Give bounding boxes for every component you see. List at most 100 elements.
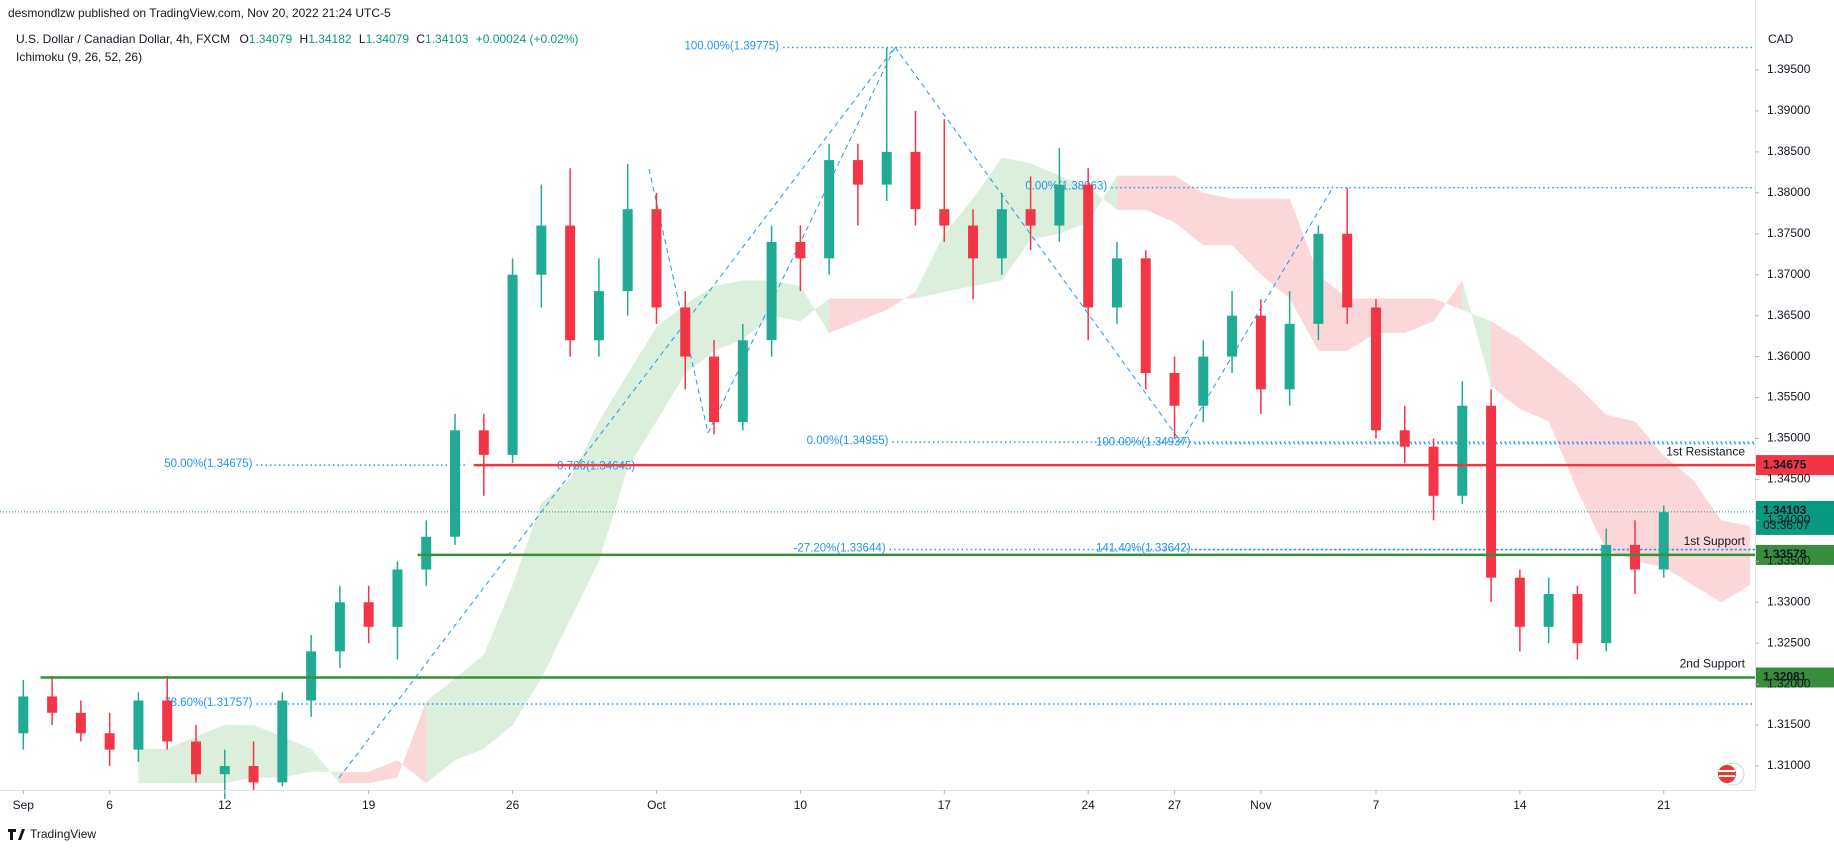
candle-body [939,209,950,226]
candle-body [651,209,662,308]
x-tick-label: 27 [1168,798,1182,812]
candle-body [162,700,173,742]
tv-logo [8,829,25,840]
cloud-segment [1232,198,1261,275]
candle-body [1658,512,1669,570]
cloud-segment [1519,339,1549,422]
candle-body [219,766,230,775]
cloud-segment [857,298,887,322]
y-tick-label: 1.32000 [1767,676,1811,690]
x-tick-label: 7 [1373,798,1380,812]
candle-body [709,356,720,423]
candle-body [277,700,288,783]
fib-trend-line [338,46,896,779]
ohlc-value: 1.34103 [425,32,469,46]
candle-body [1198,356,1209,406]
cloud-segment [1404,298,1434,333]
y-tick-label: 1.39500 [1767,62,1811,76]
candle-body [1572,594,1583,644]
ichimoku-cloud [138,157,1751,784]
candle-body [824,160,835,259]
candle-body [421,536,432,570]
cloud-segment [1203,192,1233,246]
flag-stripe [1719,770,1735,772]
candle-body [622,209,633,292]
y-tick-label: 1.36500 [1767,308,1811,322]
cloud-segment [397,701,427,784]
candle-body [392,569,403,627]
candle-body [1140,258,1151,373]
cloud-segment [1001,157,1031,281]
candle-body [1227,315,1238,357]
candle-body [536,225,547,275]
candle-body [133,700,144,750]
cloud-segment [1088,175,1117,223]
cloud-segment [195,725,225,784]
candle-body [478,430,489,455]
ohlc-value: 1.34079 [249,32,293,46]
candle-body [1457,405,1468,496]
candle-body [1601,544,1612,644]
current-price-label: 1.34103 [1763,503,1807,517]
cloud-segment [1721,520,1751,603]
candle-body [334,602,345,652]
cloud-segment [1289,198,1319,351]
x-tick-label: 12 [218,798,232,812]
candle-body [881,151,892,185]
x-tick-label: 24 [1081,798,1095,812]
candle-body [680,307,691,357]
cloud-segment [1433,280,1463,322]
x-tick-label: 21 [1657,798,1671,812]
currency-label: CAD [1768,32,1794,46]
candle-body [1169,372,1180,406]
y-tick-label: 1.36000 [1767,349,1811,363]
candle-body [795,241,806,259]
level-name: 1st Resistance [1666,444,1745,458]
cloud-segment [800,286,830,333]
candle-body [968,225,979,259]
fib-label: -27.20%(1.33644) [794,543,886,555]
candle-body [363,602,374,627]
x-tick-label: 6 [106,798,113,812]
x-tick-label: 17 [938,798,952,812]
candles [18,47,1669,799]
cloud-segment [138,748,168,784]
x-tick-label: 10 [794,798,808,812]
y-tick-label: 1.34000 [1767,513,1811,527]
y-tick-label: 1.33000 [1767,594,1811,608]
candle-body [593,291,604,341]
candle-body [1486,405,1497,578]
flag-icon [1718,762,1745,786]
candle-body [766,241,777,341]
level-tag [1756,667,1834,688]
x-tick-label: Oct [647,798,666,812]
cloud-segment [1375,298,1405,333]
flag-us [1718,765,1736,783]
cloud-segment [1548,362,1578,491]
cloud-segment [656,304,686,422]
cloud-segment [1174,175,1204,246]
level-name: 1st Support [1684,534,1746,548]
flag-stripe [1719,775,1735,777]
cloud-segment [915,233,945,299]
fib-label: 0.00%(1.38063) [1025,181,1107,193]
cloud-segment [311,748,340,784]
level-tag-label: 1.32081 [1763,670,1807,684]
y-tick-label: 1.33500 [1767,553,1811,567]
candle-body [1342,233,1353,308]
candle-body [47,696,58,713]
cloud-segment [1116,175,1146,211]
candle-body [1054,184,1065,226]
candle-body [565,225,576,341]
cloud-segment [1030,163,1060,240]
cloud-segment [282,736,312,778]
current-price-tag [1756,500,1834,535]
cloud-segment [1347,298,1376,351]
y-tick-label: 1.35500 [1767,390,1811,404]
cloud-segment [570,421,599,620]
publisher-line: desmondlzw published on TradingView.com,… [8,6,391,20]
cloud-segment [224,725,254,784]
candle-body [1083,184,1094,308]
y-tick-label: 1.31000 [1767,758,1811,772]
